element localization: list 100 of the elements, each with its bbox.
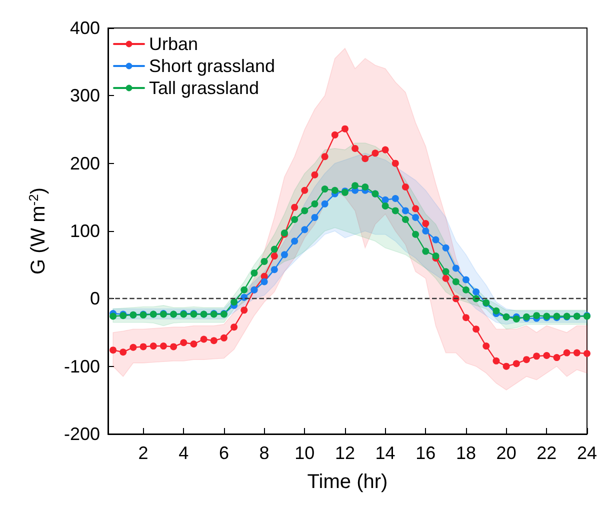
point <box>543 352 550 360</box>
x-tick-label: 14 <box>375 443 396 463</box>
point <box>382 202 389 210</box>
point <box>130 344 137 351</box>
point <box>442 268 450 276</box>
point <box>331 186 338 194</box>
point <box>240 286 248 294</box>
point <box>462 286 470 294</box>
point <box>301 226 308 234</box>
point <box>200 336 208 343</box>
point <box>573 349 580 356</box>
point <box>442 244 450 252</box>
point <box>402 184 409 191</box>
legend-label: Tall grassland <box>149 78 260 98</box>
point <box>382 196 389 204</box>
y-tick-label: -100 <box>64 356 100 376</box>
point <box>452 278 460 286</box>
point <box>301 207 308 214</box>
x-tick-label: 8 <box>259 443 270 463</box>
point <box>362 184 369 191</box>
point <box>180 339 188 346</box>
point <box>120 348 127 356</box>
point <box>392 195 399 202</box>
point <box>270 252 278 260</box>
point <box>462 314 470 322</box>
y-tick-label: 200 <box>70 153 100 174</box>
point <box>362 155 369 162</box>
point <box>533 352 540 360</box>
point <box>422 228 430 234</box>
point <box>220 334 228 342</box>
point <box>583 350 590 357</box>
point <box>553 354 560 362</box>
y-tick-label: 100 <box>70 221 100 241</box>
point <box>392 207 399 214</box>
point <box>512 360 520 368</box>
point <box>230 324 238 331</box>
point <box>402 207 409 214</box>
point <box>352 144 359 152</box>
point <box>402 216 409 223</box>
point <box>311 171 318 178</box>
x-tick-label: 10 <box>294 443 315 463</box>
point <box>321 200 328 208</box>
point <box>462 276 470 284</box>
point <box>311 200 318 208</box>
point <box>321 186 328 193</box>
x-tick-label: 18 <box>456 443 476 463</box>
y-axis-title: G (W m-2) <box>26 187 50 275</box>
point <box>270 246 278 253</box>
x-tick-label: 22 <box>536 443 557 463</box>
point <box>492 307 500 314</box>
point <box>372 150 379 157</box>
point <box>291 238 298 245</box>
point <box>472 288 480 296</box>
point <box>392 160 399 167</box>
point <box>492 357 500 364</box>
point <box>210 337 218 344</box>
point <box>482 342 490 350</box>
point <box>291 204 298 211</box>
y-tick-label: 400 <box>70 18 100 38</box>
x-tick-label: 12 <box>334 443 355 463</box>
x-tick-label: 20 <box>496 443 516 463</box>
point <box>352 182 359 190</box>
point <box>563 349 570 356</box>
point <box>170 343 178 350</box>
point <box>522 356 530 364</box>
y-tick-label: 300 <box>70 86 100 106</box>
point <box>331 131 338 138</box>
x-tick-label: 24 <box>576 443 598 463</box>
point <box>452 264 460 272</box>
point <box>140 343 147 350</box>
point <box>382 146 389 154</box>
point <box>110 346 117 354</box>
point <box>250 269 258 276</box>
point <box>110 312 117 320</box>
point <box>442 274 450 282</box>
point <box>270 266 278 274</box>
point <box>280 251 288 258</box>
point <box>260 278 268 286</box>
point <box>291 216 298 223</box>
point <box>432 236 440 244</box>
point <box>301 186 308 194</box>
legend-label: Short grassland <box>149 56 276 76</box>
point <box>190 340 198 348</box>
x-tick-label: 6 <box>218 443 229 463</box>
point <box>150 342 157 350</box>
point <box>311 214 318 221</box>
x-tick-label: 16 <box>416 443 436 463</box>
point <box>412 214 420 221</box>
point <box>502 362 510 370</box>
point <box>321 153 328 160</box>
point <box>341 125 348 132</box>
point <box>422 248 430 255</box>
point <box>230 298 238 306</box>
point <box>533 312 540 320</box>
point <box>260 258 268 265</box>
legend-label: Urban <box>149 34 198 54</box>
point <box>412 205 420 212</box>
x-axis-title: Time (hr) <box>307 471 388 493</box>
point <box>160 342 167 350</box>
y-tick-label: -200 <box>64 424 100 444</box>
